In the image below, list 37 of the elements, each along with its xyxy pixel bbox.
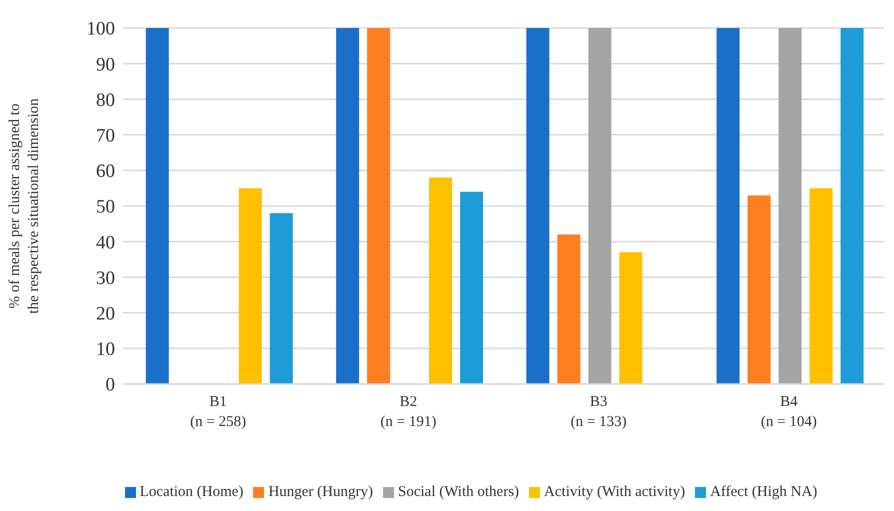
bar [270, 213, 293, 384]
bar [810, 188, 833, 384]
legend-label: Social (With others) [398, 484, 520, 500]
bar [716, 28, 740, 384]
legend-label: Hunger (Hungry) [268, 484, 373, 500]
bar [460, 192, 484, 384]
bar [367, 28, 390, 384]
bar [748, 195, 771, 384]
bar [778, 28, 802, 384]
bar [619, 252, 642, 384]
y-tick-label: 0 [106, 374, 115, 396]
x-tick-label: B2 (n = 191) [380, 394, 436, 430]
y-tick-label: 40 [96, 232, 115, 254]
legend-label: Activity (With activity) [544, 484, 686, 500]
y-tick-label: 20 [96, 304, 115, 325]
x-tick-label: B4 (n = 104) [760, 394, 817, 430]
y-tick-label: 50 [96, 196, 115, 218]
y-tick-label: 30 [96, 268, 115, 289]
y-axis-title: % of meals per cluster assigned to the respective situational dimension [7, 98, 42, 314]
x-tick-label: B1 (n = 258) [190, 394, 246, 430]
x-tick-label: B3 (n = 133) [570, 394, 627, 430]
y-tick-label: 90 [96, 54, 115, 76]
bar [557, 234, 580, 384]
y-tick-label: 60 [96, 161, 115, 182]
legend-label: Affect (High NA) [710, 484, 818, 500]
bar [146, 28, 169, 384]
bar [238, 188, 262, 384]
bar [429, 178, 452, 384]
bar [526, 28, 550, 384]
y-tick-label: 100 [86, 18, 115, 40]
y-tick-label: 10 [96, 339, 115, 360]
y-tick-label: 80 [96, 90, 115, 111]
bar [840, 28, 864, 384]
bar [336, 28, 360, 384]
bar [588, 28, 612, 384]
legend-label: Location (Home) [140, 484, 244, 500]
y-tick-label: 70 [96, 126, 115, 147]
